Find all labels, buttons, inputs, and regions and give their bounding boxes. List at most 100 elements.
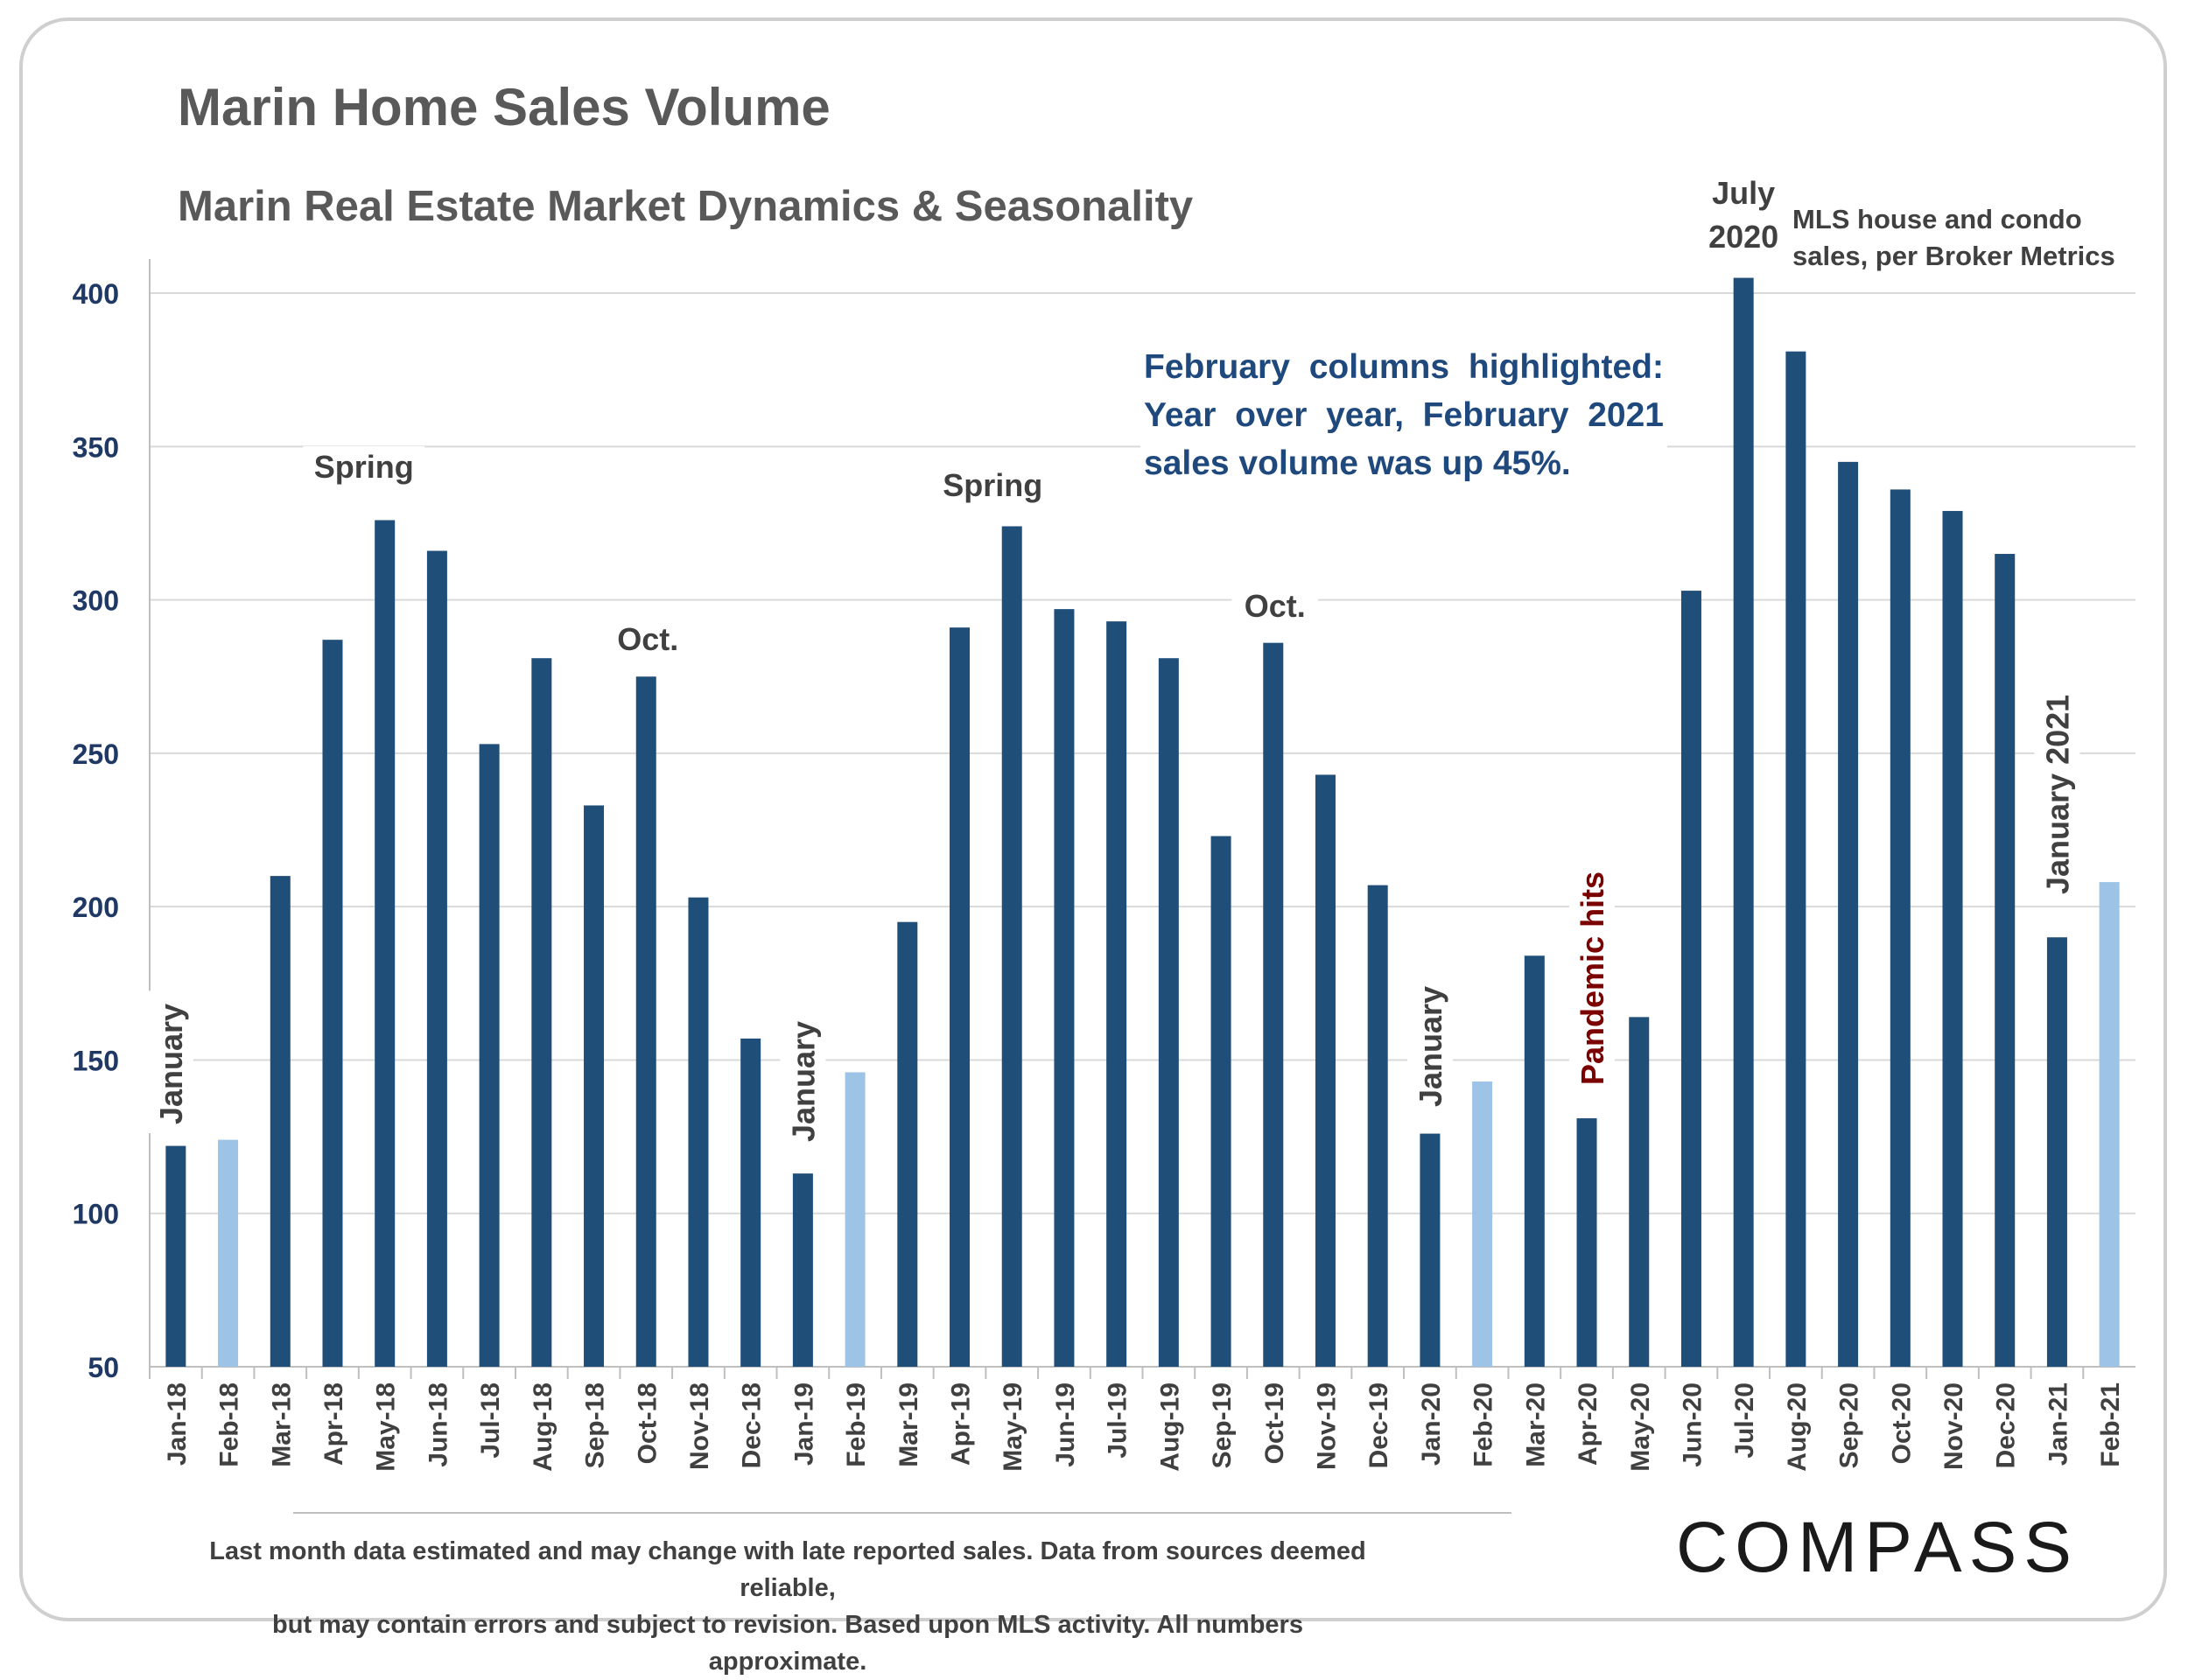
annotation-label-bg	[1231, 585, 1319, 633]
bar	[688, 897, 709, 1367]
bar	[897, 921, 918, 1367]
x-tick-label: Nov-19	[1312, 1382, 1341, 1470]
y-tick-label: 250	[73, 738, 119, 770]
bar	[375, 520, 396, 1367]
x-tick-label: Jan-21	[2044, 1382, 2072, 1466]
x-tick-label: Nov-18	[685, 1382, 714, 1470]
annotation-label-bg	[604, 619, 691, 666]
annotation-label-bg	[1700, 216, 1787, 263]
y-tick-label: 200	[73, 892, 119, 923]
x-tick-label: Sep-18	[581, 1382, 610, 1468]
bar	[635, 676, 656, 1367]
x-tick-label: Mar-18	[267, 1382, 296, 1467]
source-note: MLS house and condo sales, per Broker Me…	[1792, 204, 2115, 271]
x-tick-label: Jun-19	[1051, 1382, 1080, 1467]
bar	[1263, 642, 1284, 1367]
bar	[1472, 1081, 1493, 1367]
y-tick-label: 50	[88, 1352, 119, 1383]
bar	[1629, 1017, 1650, 1367]
bar-chart: 50 100 150 200 250 300 350 400 Jan-18 Feb-18 Mar-1…	[72, 172, 2135, 1472]
annotation-label: January 2021	[2039, 695, 2075, 894]
annotation-label: January	[1413, 986, 1448, 1107]
footer-line-2: but may contain errors and subject to re…	[272, 1611, 1303, 1676]
annotation-label-bg	[2034, 674, 2080, 903]
x-tick-label: Mar-19	[894, 1382, 923, 1467]
bar	[2046, 937, 2067, 1367]
annotation-label: July	[1712, 175, 1775, 211]
bar	[426, 550, 447, 1367]
bar	[1733, 277, 1754, 1367]
bar	[1524, 956, 1545, 1367]
x-tick-label: Jul-18	[476, 1382, 505, 1459]
bar	[792, 1173, 813, 1367]
bar	[1106, 621, 1127, 1367]
x-tick-label: Jan-19	[789, 1382, 818, 1466]
bar	[1890, 489, 1911, 1367]
x-tick-label: Feb-19	[842, 1382, 871, 1467]
x-tick-label: Oct-19	[1260, 1382, 1289, 1464]
bar	[950, 627, 971, 1367]
x-tick-label: Apr-20	[1574, 1382, 1602, 1466]
x-tick-label: Aug-20	[1783, 1382, 1812, 1472]
annotation-label: 2020	[1708, 219, 1778, 255]
x-tick-label: Dec-20	[1992, 1382, 2021, 1468]
x-tick-label: Feb-21	[2096, 1382, 2125, 1467]
chart-subtitle: Marin Real Estate Market Dynamics & Seas…	[178, 183, 1194, 230]
bar	[1210, 836, 1231, 1367]
x-tick-label: Dec-19	[1364, 1382, 1393, 1468]
annotation-label: Spring	[314, 449, 414, 485]
y-tick-label: 100	[73, 1199, 119, 1230]
x-tick-label: Dec-18	[738, 1382, 767, 1468]
annotations: January Spring Oct. January Spring Oct. Januar…	[147, 172, 2080, 1151]
x-tick-label: Jul-20	[1730, 1382, 1759, 1459]
annotation-label: Oct.	[617, 621, 678, 657]
footer-divider	[293, 1512, 1511, 1514]
pandemic-label-bg	[1569, 847, 1616, 1094]
x-tick-label: Feb-18	[215, 1382, 244, 1467]
bar	[1367, 885, 1388, 1367]
bar	[740, 1038, 761, 1367]
pandemic-label: Pandemic hits	[1574, 872, 1610, 1085]
bar	[218, 1139, 239, 1367]
y-tick-label: 300	[73, 585, 119, 617]
bar	[845, 1072, 866, 1367]
footer-line-1: Last month data estimated and may change…	[209, 1537, 1366, 1602]
bar	[1838, 461, 1859, 1367]
x-tick-label: Aug-18	[529, 1382, 558, 1472]
annotation-label: Spring	[943, 467, 1042, 503]
bar	[1680, 591, 1701, 1367]
y-tick-label: 150	[73, 1045, 119, 1076]
annotation-label: January	[153, 1004, 189, 1124]
annotation-label: Oct.	[1245, 588, 1306, 624]
y-tick-label: 400	[73, 278, 119, 310]
annotation-label-bg	[147, 990, 193, 1133]
x-tick-label: May-19	[999, 1382, 1027, 1472]
x-tick-label: May-18	[372, 1382, 401, 1472]
bar	[1420, 1133, 1441, 1367]
axes: 50 100 150 200 250 300 350 400 Jan-18 Feb-18 Mar-1…	[73, 259, 2135, 1472]
bar	[322, 640, 343, 1367]
bar	[1995, 554, 2016, 1367]
bar	[531, 658, 552, 1367]
x-tick-label: Jul-19	[1104, 1382, 1133, 1459]
x-tick-label: May-20	[1626, 1382, 1655, 1472]
x-tick-label: Aug-19	[1155, 1382, 1184, 1472]
bar	[1315, 774, 1336, 1367]
annotation-label-bg	[931, 465, 1054, 512]
bar	[165, 1145, 186, 1367]
bar	[1001, 526, 1022, 1367]
x-tick-label: Jan-18	[163, 1382, 192, 1466]
annotation-label-bg	[1406, 973, 1453, 1116]
x-tick-label: Jan-20	[1417, 1382, 1446, 1466]
bar	[1942, 510, 1963, 1367]
x-tick-label: Sep-19	[1208, 1382, 1237, 1468]
bar	[1054, 609, 1075, 1367]
x-tick-label: Nov-20	[1939, 1382, 1968, 1470]
x-tick-label: Jun-20	[1678, 1382, 1707, 1467]
x-tick-label: Jun-18	[424, 1382, 452, 1467]
annotation-label-bg	[303, 446, 425, 494]
footer-disclaimer: Last month data estimated and may change…	[201, 1533, 1374, 1680]
x-tick-label: Apr-19	[947, 1382, 976, 1466]
annotation-label-bg	[780, 1008, 826, 1151]
bar	[270, 876, 291, 1367]
